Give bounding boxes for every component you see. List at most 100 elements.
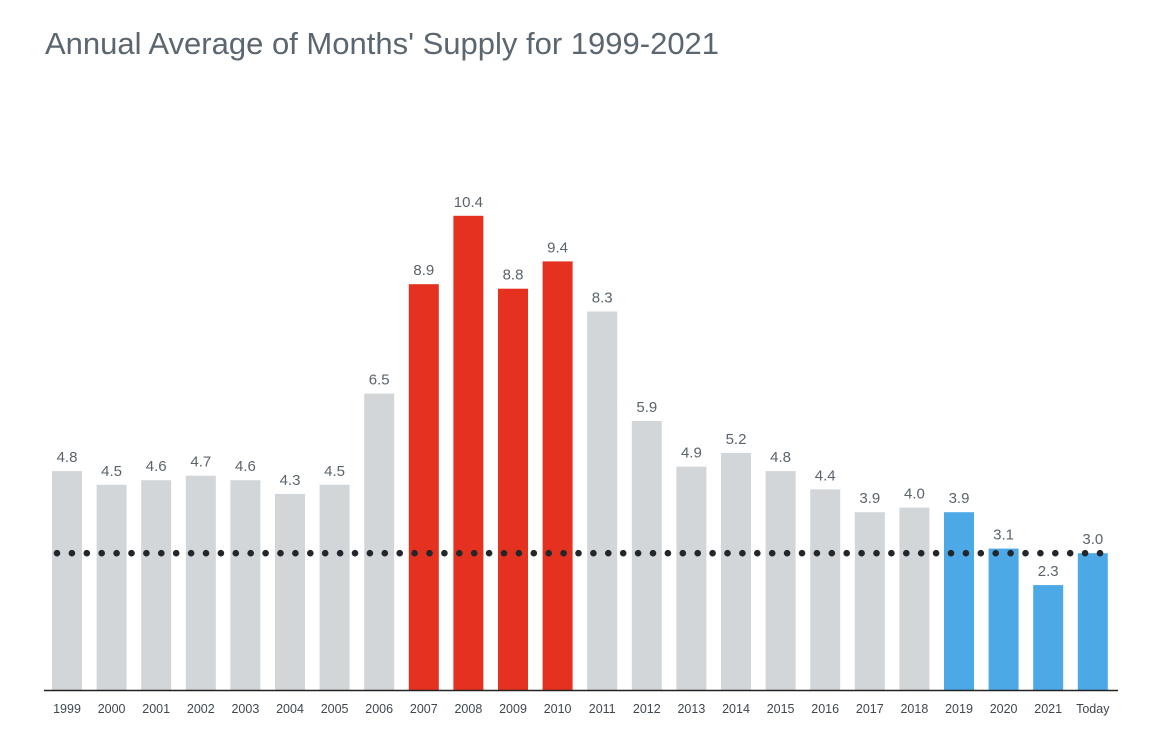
reference-dot: [1052, 549, 1059, 557]
reference-dot: [590, 549, 597, 557]
value-label-2007: 8.9: [413, 262, 434, 279]
reference-dot: [53, 549, 61, 557]
x-tick-label-2011: 2011: [589, 702, 616, 716]
bar-2002: [185, 475, 216, 690]
bar-2001: [141, 480, 172, 690]
bar-2016: [810, 489, 841, 690]
reference-dot: [679, 549, 687, 557]
bar-2000: [96, 484, 127, 690]
x-tick-label-2016: 2016: [811, 702, 839, 716]
value-label-2012: 5.9: [636, 399, 657, 416]
value-label-2021: 2.3: [1038, 563, 1059, 580]
reference-dot: [232, 549, 240, 557]
value-label-Today: 3.0: [1082, 531, 1103, 548]
value-label-2002: 4.7: [190, 454, 211, 471]
value-labels-group: 4.8 4.5 4.6 4.7 4.6 4.3 4.5 6.5 8.9 10.4 8.8 9.4 8.3…: [57, 194, 1104, 580]
bar-2011: [587, 311, 618, 690]
bar-2014: [721, 452, 751, 690]
reference-dot: [485, 549, 493, 557]
reference-dot: [470, 549, 478, 557]
reference-dot: [560, 549, 567, 557]
value-label-2000: 4.5: [101, 463, 122, 480]
reference-dot: [962, 549, 970, 557]
x-tick-labels-group: 1999 2000 2001 2002 2003 2004 2005 2006 2007 2008…: [53, 702, 1110, 716]
bar-2003: [230, 480, 261, 690]
bar-2018: [899, 507, 930, 690]
bar-Today: [1077, 553, 1108, 690]
value-label-2006: 6.5: [369, 372, 390, 389]
reference-dot: [456, 549, 463, 557]
reference-dot: [83, 549, 91, 557]
reference-dot: [68, 549, 76, 557]
x-tick-label-2008: 2008: [454, 702, 482, 716]
reference-dot: [247, 549, 254, 557]
reference-dot: [813, 549, 821, 557]
reference-dot: [754, 549, 761, 557]
reference-dot: [202, 549, 210, 557]
bar-2006: [364, 393, 395, 690]
reference-dot: [619, 549, 627, 557]
x-tick-label-2001: 2001: [142, 702, 170, 716]
x-tick-label-2004: 2004: [276, 702, 304, 716]
value-label-2016: 4.4: [815, 467, 836, 484]
reference-dot: [724, 549, 731, 557]
bars-group: [52, 215, 1108, 691]
reference-dot: [381, 549, 389, 557]
bar-2015: [765, 471, 796, 690]
reference-dot: [932, 549, 940, 557]
reference-dot: [977, 549, 985, 557]
reference-dot: [1096, 549, 1104, 557]
value-label-2019: 3.9: [949, 490, 970, 507]
value-label-2017: 3.9: [859, 490, 880, 507]
reference-dot: [351, 549, 359, 557]
reference-dot: [1022, 549, 1029, 557]
value-label-2013: 4.9: [681, 445, 702, 462]
reference-dot: [187, 549, 195, 557]
bar-2017: [854, 512, 885, 690]
reference-dot: [172, 549, 180, 557]
x-tick-label-2017: 2017: [856, 702, 884, 716]
reference-dot: [411, 549, 418, 557]
reference-dot: [992, 549, 999, 557]
bar-2013: [676, 466, 707, 690]
bar-1999: [52, 471, 82, 690]
reference-dot: [605, 549, 612, 557]
value-label-1999: 4.8: [57, 449, 78, 466]
bar-2020: [988, 548, 1019, 690]
reference-dot: [545, 549, 552, 557]
reference-dot: [903, 549, 910, 557]
x-tick-label-2003: 2003: [231, 702, 259, 716]
reference-dot: [828, 549, 836, 557]
bar-2004: [275, 493, 305, 690]
value-label-2008: 10.4: [454, 194, 483, 211]
reference-line: [53, 549, 1104, 557]
reference-dot: [98, 549, 105, 557]
x-tick-label-2005: 2005: [321, 702, 349, 716]
reference-dot: [1066, 549, 1074, 557]
reference-dot: [500, 549, 508, 557]
x-tick-label-2000: 2000: [98, 702, 126, 716]
reference-dot: [158, 549, 165, 557]
bar-2005: [319, 484, 350, 690]
reference-dot: [798, 549, 806, 557]
reference-dot: [739, 549, 746, 557]
reference-dot: [664, 549, 672, 557]
reference-dot: [515, 549, 523, 557]
bar-2009: [498, 288, 528, 690]
value-label-2020: 3.1: [993, 527, 1014, 544]
x-tick-label-2014: 2014: [722, 702, 750, 716]
value-label-2011: 8.3: [592, 290, 613, 307]
reference-dot: [858, 549, 865, 557]
value-label-2010: 9.4: [547, 239, 568, 256]
value-label-2014: 5.2: [726, 431, 747, 448]
value-label-2015: 4.8: [770, 449, 791, 466]
reference-dot: [426, 549, 433, 557]
value-label-2018: 4.0: [904, 486, 925, 503]
reference-dot: [1037, 549, 1044, 557]
reference-dot: [321, 549, 329, 557]
reference-dot: [292, 549, 299, 557]
bar-2019: [944, 512, 974, 690]
bar-2021: [1033, 585, 1064, 690]
reference-dot: [143, 549, 150, 557]
